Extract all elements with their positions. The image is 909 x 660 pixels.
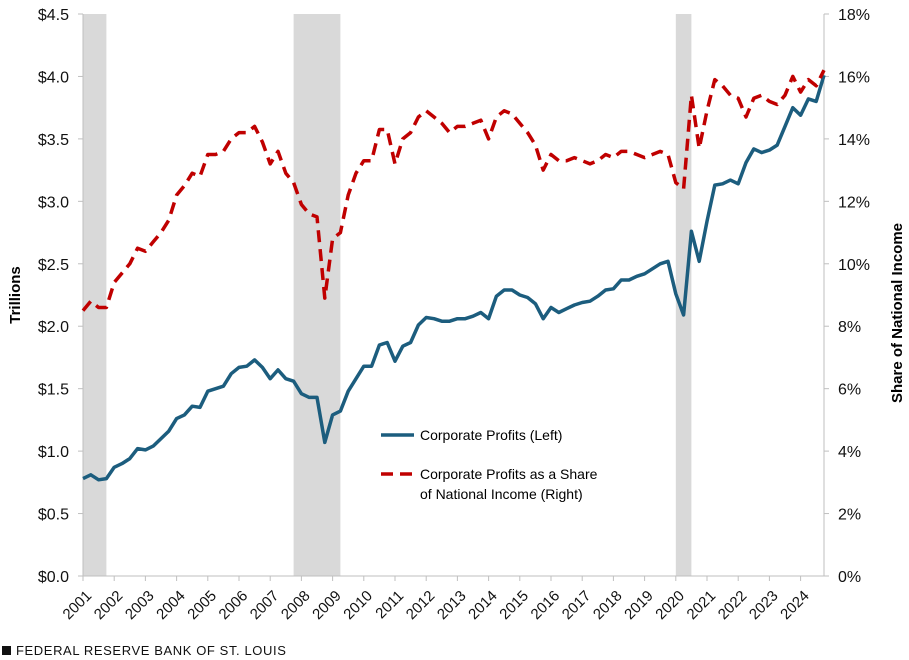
x-tick-label: 2021 — [684, 587, 720, 623]
left-tick-label: $4.0 — [38, 69, 69, 86]
x-tick-label: 2007 — [247, 587, 283, 623]
x-tick-label: 2009 — [309, 587, 345, 623]
legend-label-share: Corporate Profits as a Share of National … — [420, 466, 598, 502]
right-tick-label: 8% — [838, 319, 861, 336]
x-tick-label: 2023 — [746, 587, 782, 623]
series-line-share — [81, 69, 826, 312]
x-tick-label: 2010 — [340, 587, 376, 623]
x-tick-label: 2005 — [184, 587, 220, 623]
right-tick-label: 12% — [838, 194, 870, 211]
recession-bands — [83, 14, 692, 576]
right-tick-label: 10% — [838, 257, 870, 274]
x-tick-label: 2001 — [60, 587, 96, 623]
x-tick-label: 2014 — [465, 587, 501, 623]
series — [81, 69, 826, 482]
left-tick-label: $1.0 — [38, 444, 69, 461]
x-tick-label: 2006 — [216, 587, 252, 623]
x-tick-label: 2008 — [278, 587, 314, 623]
legend: Corporate Profits (Left) Corporate Profi… — [381, 427, 598, 502]
right-tick-label: 6% — [838, 382, 861, 399]
axes — [82, 14, 825, 577]
x-axis-ticks: 2001200220032004200520062007200820092010… — [60, 576, 813, 623]
right-tick-label: 0% — [838, 569, 861, 586]
left-tick-label: $3.0 — [38, 194, 69, 211]
right-tick-label: 2% — [838, 507, 861, 524]
x-tick-label: 2011 — [372, 587, 407, 622]
recession-band-0 — [83, 14, 107, 576]
recession-band-1 — [293, 14, 341, 576]
right-tick-label: 18% — [838, 7, 870, 24]
x-tick-label: 2018 — [590, 587, 626, 623]
right-tick-label: 16% — [838, 69, 870, 86]
x-tick-label: 2015 — [496, 587, 532, 623]
series-line-profits — [82, 74, 826, 482]
left-tick-label: $1.5 — [38, 382, 69, 399]
x-tick-label: 2020 — [652, 587, 688, 623]
x-tick-label: 2003 — [122, 587, 158, 623]
footer-square-icon — [2, 646, 11, 655]
x-tick-label: 2017 — [559, 587, 595, 623]
x-tick-label: 2002 — [91, 587, 127, 623]
x-tick-label: 2019 — [621, 587, 657, 623]
footer-source-text: FEDERAL RESERVE BANK OF ST. LOUIS — [16, 643, 287, 658]
left-tick-label: $4.5 — [38, 7, 69, 24]
left-tick-label: $0.0 — [38, 569, 69, 586]
x-tick-label: 2016 — [528, 587, 564, 623]
left-tick-label: $0.5 — [38, 507, 69, 524]
left-axis-ticks: $0.0 $0.5 $1.0 $1.5 $2.0 $2.5 $3.0 $3.5 $4.0 $4.5 — [38, 7, 83, 586]
source-footer: FEDERAL RESERVE BANK OF ST. LOUIS — [2, 643, 286, 658]
x-tick-label: 2013 — [434, 587, 470, 623]
y-axis-label-right: Share of National Income — [889, 223, 906, 403]
left-tick-label: $3.5 — [38, 132, 69, 149]
right-tick-label: 14% — [838, 132, 870, 149]
y-axis-label-left: Trillions — [7, 266, 24, 324]
legend-label-share-line: of National Income (Right) — [420, 486, 583, 502]
x-tick-label: 2012 — [403, 587, 439, 623]
left-tick-label: $2.0 — [38, 319, 69, 336]
legend-label-share-line: Corporate Profits as a Share — [420, 466, 598, 482]
corporate-profits-chart: $0.0 $0.5 $1.0 $1.5 $2.0 $2.5 $3.0 $3.5 $4.0 $4.5… — [7, 7, 906, 623]
left-tick-label: $2.5 — [38, 257, 69, 274]
x-tick-label: 2004 — [153, 587, 189, 623]
legend-label-profits: Corporate Profits (Left) — [420, 427, 562, 443]
x-tick-label: 2022 — [715, 587, 751, 623]
x-tick-label: 2024 — [777, 587, 813, 623]
right-axis-ticks: 0% 2% 4% 6% 8% 10% 12% 14% 16% 18% — [824, 7, 870, 586]
right-tick-label: 4% — [838, 444, 861, 461]
recession-band-2 — [675, 14, 692, 576]
